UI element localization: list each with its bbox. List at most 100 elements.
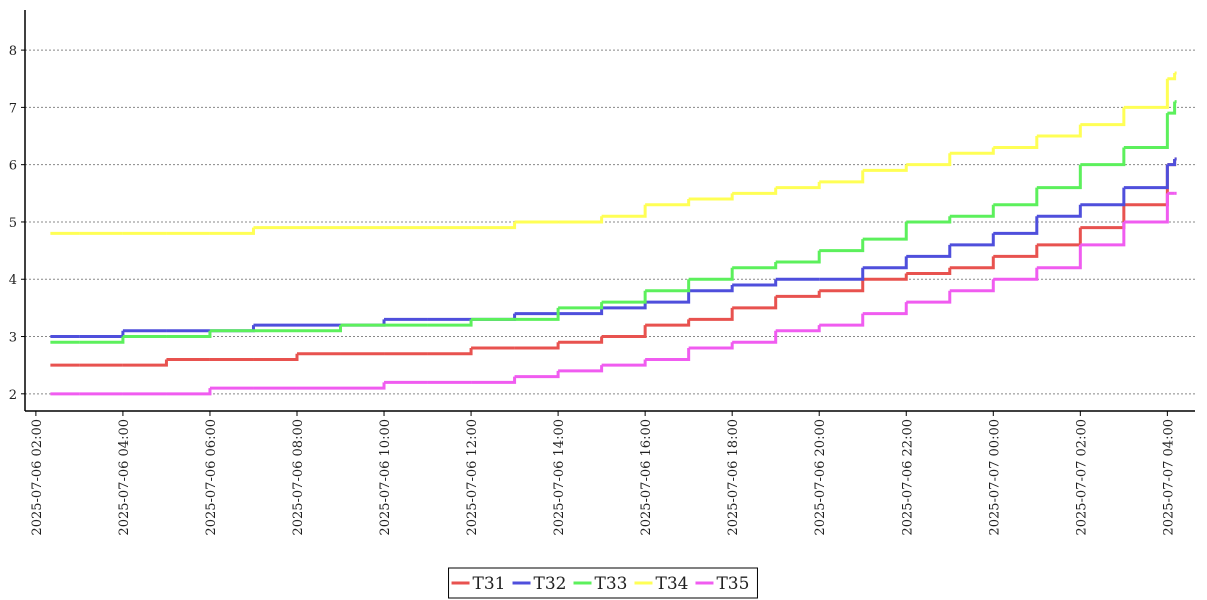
step-segment — [949, 279, 995, 293]
x-tick-label: 2025-07-06 22:00 — [900, 419, 915, 536]
step-segment — [1167, 158, 1177, 167]
step-segment — [862, 256, 908, 270]
step-segment — [1080, 221, 1126, 247]
y-tick-label: 4 — [9, 273, 17, 288]
legend: T31 T32 T33 T34 T35 — [448, 567, 758, 599]
step-segment — [1036, 227, 1082, 247]
x-tick-label: 2025-07-06 04:00 — [117, 419, 132, 536]
step-segment — [558, 216, 604, 224]
step-segment — [1123, 78, 1169, 109]
y-tick-label: 2 — [9, 388, 17, 403]
step-segment — [166, 330, 212, 339]
step-segment — [1036, 204, 1082, 218]
step-segment — [993, 187, 1039, 207]
step-segment — [1123, 113, 1169, 149]
step-segment — [862, 273, 908, 281]
step-segment — [645, 279, 691, 293]
step-segment — [819, 313, 865, 327]
series — [50, 191, 1177, 396]
step-segment — [1080, 204, 1126, 230]
step-segment — [819, 279, 865, 293]
legend-label: T33 — [595, 574, 628, 594]
step-segment — [688, 307, 734, 321]
step-segment — [819, 170, 865, 184]
x-tick-label: 2025-07-06 10:00 — [378, 419, 393, 536]
step-segment — [819, 267, 865, 281]
step-segment — [1036, 124, 1082, 138]
step-segment — [906, 290, 952, 304]
step-segment — [558, 336, 604, 344]
step-segment — [122, 359, 168, 367]
step-segment — [1123, 164, 1169, 190]
series — [50, 71, 1177, 235]
y-tick-label: 5 — [9, 216, 17, 231]
x-tick-label: 2025-07-06 12:00 — [465, 419, 480, 536]
step-segment — [1080, 187, 1126, 207]
step-segment — [949, 233, 995, 247]
step-segment — [862, 302, 908, 316]
step-segment — [993, 216, 1039, 235]
step-segment — [209, 227, 255, 235]
step-segment — [775, 290, 821, 298]
step-segment — [688, 193, 734, 201]
step-segment — [993, 136, 1039, 149]
x-tick-label: 2025-07-06 20:00 — [813, 419, 828, 536]
step-segment — [949, 256, 995, 270]
x-tick-label: 2025-07-06 18:00 — [726, 419, 741, 536]
step-segment — [427, 347, 473, 356]
step-segment — [906, 267, 952, 276]
step-segment — [601, 359, 647, 367]
series — [50, 157, 1177, 367]
step-segment — [819, 239, 865, 253]
legend-label: T35 — [716, 574, 749, 594]
step-segment — [558, 365, 604, 373]
step-segment — [79, 336, 125, 344]
legend-label: T32 — [534, 574, 567, 594]
step-segment — [601, 302, 647, 310]
step-segment — [949, 204, 995, 218]
step-segment — [1167, 101, 1177, 115]
x-tick-label: 2025-07-06 14:00 — [552, 419, 567, 536]
step-segment — [1167, 73, 1177, 81]
step-segment — [732, 330, 778, 344]
step-segment — [906, 153, 952, 167]
step-segment — [296, 325, 343, 333]
step-segment — [1036, 164, 1082, 190]
step-segment — [862, 221, 908, 241]
step-segment — [862, 164, 908, 172]
x-tick-label: 2025-07-06 06:00 — [204, 419, 219, 536]
step-segment — [732, 187, 778, 195]
step-segment — [732, 262, 778, 270]
x-tick-label: 2025-07-06 08:00 — [291, 419, 306, 536]
legend-label: T34 — [655, 574, 688, 594]
step-segment — [79, 330, 125, 339]
y-tick-label: 3 — [9, 331, 17, 346]
step-segment — [558, 302, 604, 310]
step-segment — [688, 342, 734, 350]
step-segment — [775, 250, 821, 264]
x-tick-label: 2025-07-07 04:00 — [1161, 419, 1176, 536]
x-tick-label: 2025-07-07 02:00 — [1074, 419, 1089, 536]
step-segment — [471, 221, 517, 230]
step-segment — [514, 342, 560, 350]
step-segment — [1080, 107, 1126, 127]
step-segment — [688, 284, 734, 293]
step-segment — [1036, 244, 1082, 270]
step-segment — [1123, 164, 1169, 207]
step-segment — [906, 244, 952, 258]
step-segment — [645, 199, 691, 207]
step-segment — [601, 204, 647, 218]
step-segment — [732, 296, 778, 310]
x-tick-label: 2025-07-07 00:00 — [987, 419, 1002, 536]
step-segment — [253, 353, 299, 361]
x-tick-label: 2025-07-06 02:00 — [30, 419, 45, 536]
x-tick-label: 2025-07-06 16:00 — [639, 419, 654, 536]
step-segment — [732, 279, 778, 287]
step-segment — [993, 267, 1039, 281]
series — [50, 100, 1177, 344]
step-segment — [645, 319, 691, 327]
y-tick-label: 7 — [9, 101, 17, 116]
step-segment — [514, 370, 560, 379]
